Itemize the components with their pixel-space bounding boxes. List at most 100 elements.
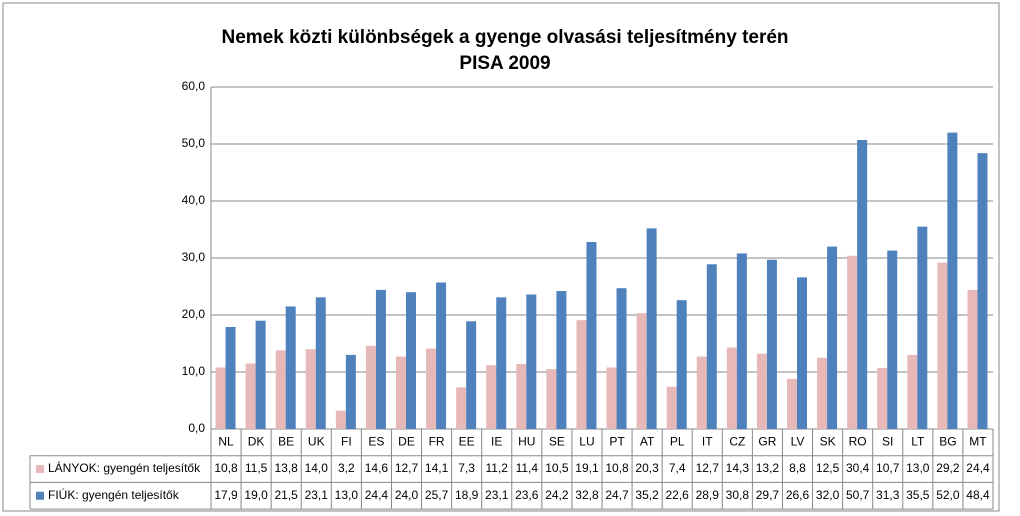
bar bbox=[887, 250, 898, 429]
table-value: 26,6 bbox=[786, 488, 810, 502]
y-tick-label: 10,0 bbox=[182, 364, 206, 378]
table-value: 23,1 bbox=[485, 488, 509, 502]
table-value: 12,7 bbox=[395, 461, 419, 475]
bar bbox=[616, 288, 627, 429]
table-value: 10,8 bbox=[214, 461, 238, 475]
table-value: 18,9 bbox=[455, 488, 479, 502]
bar bbox=[215, 367, 226, 429]
bar bbox=[676, 300, 687, 429]
bar bbox=[365, 345, 376, 429]
bar bbox=[285, 306, 296, 429]
x-tick-label: LT bbox=[911, 435, 925, 449]
x-tick-label: GR bbox=[758, 435, 776, 449]
x-tick-label: FR bbox=[429, 435, 445, 449]
legend-key bbox=[36, 491, 44, 500]
y-tick-label: 40,0 bbox=[182, 193, 206, 207]
bar bbox=[977, 153, 988, 429]
table-value: 17,9 bbox=[214, 488, 238, 502]
bar bbox=[756, 353, 767, 429]
bar bbox=[696, 356, 707, 429]
bar bbox=[907, 354, 918, 429]
bar bbox=[787, 378, 797, 429]
bar bbox=[406, 292, 416, 429]
bar bbox=[586, 242, 597, 429]
x-tick-label: CZ bbox=[729, 435, 745, 449]
legend-label: FIÚK: gyengén teljesítők bbox=[48, 487, 180, 502]
x-tick-label: LU bbox=[579, 435, 594, 449]
x-tick-label: SI bbox=[882, 435, 893, 449]
table-value: 11,5 bbox=[245, 461, 268, 475]
x-tick-label: AT bbox=[640, 435, 655, 449]
table-value: 52,0 bbox=[936, 488, 960, 502]
x-tick-label: UK bbox=[308, 435, 325, 449]
x-tick-label: LV bbox=[791, 435, 805, 449]
x-tick-label: EE bbox=[459, 435, 475, 449]
table-value: 31,3 bbox=[876, 488, 900, 502]
bar bbox=[857, 140, 868, 429]
table-value: 32,0 bbox=[816, 488, 840, 502]
bar bbox=[245, 363, 256, 429]
bar bbox=[526, 294, 537, 429]
bar bbox=[546, 369, 557, 429]
table-value: 21,5 bbox=[275, 488, 299, 502]
table-value: 23,6 bbox=[515, 488, 539, 502]
table-value: 14,0 bbox=[305, 461, 329, 475]
table-value: 24,0 bbox=[395, 488, 419, 502]
table-value: 32,8 bbox=[575, 488, 599, 502]
table-value: 13,2 bbox=[756, 461, 780, 475]
bar bbox=[456, 387, 467, 429]
table-value: 35,2 bbox=[635, 488, 659, 502]
bar bbox=[255, 320, 266, 429]
table-value: 11,4 bbox=[516, 461, 539, 475]
chart-subtitle: PISA 2009 bbox=[459, 53, 550, 74]
x-tick-label: DE bbox=[398, 435, 415, 449]
bar bbox=[436, 282, 447, 429]
table-value: 13,0 bbox=[906, 461, 930, 475]
table-value: 11,2 bbox=[485, 461, 508, 475]
bar bbox=[827, 246, 838, 429]
bar bbox=[516, 364, 527, 429]
table-value: 7,4 bbox=[669, 461, 686, 475]
bar bbox=[576, 320, 587, 429]
x-tick-label: MT bbox=[969, 435, 987, 449]
bar bbox=[736, 253, 747, 429]
bar bbox=[636, 313, 647, 429]
y-tick-label: 0,0 bbox=[188, 421, 205, 435]
table-value: 35,5 bbox=[906, 488, 930, 502]
bar bbox=[375, 289, 386, 429]
bar bbox=[937, 262, 948, 429]
x-tick-label: IT bbox=[702, 435, 713, 449]
bar bbox=[606, 367, 617, 429]
x-tick-label: NL bbox=[218, 435, 234, 449]
x-tick-label: PL bbox=[670, 435, 685, 449]
bar bbox=[496, 297, 507, 429]
table-value: 10,7 bbox=[876, 461, 900, 475]
y-tick-label: 20,0 bbox=[182, 307, 206, 321]
table-value: 19,1 bbox=[575, 461, 599, 475]
table-value: 30,4 bbox=[846, 461, 870, 475]
table-value: 10,5 bbox=[545, 461, 569, 475]
bar bbox=[275, 350, 286, 429]
table-value: 14,1 bbox=[425, 461, 449, 475]
bar bbox=[847, 255, 858, 429]
y-tick-label: 30,0 bbox=[182, 250, 206, 264]
bar bbox=[466, 321, 477, 429]
x-tick-label: SK bbox=[820, 435, 836, 449]
legend-key bbox=[36, 465, 44, 474]
bar bbox=[877, 368, 888, 429]
table-value: 3,2 bbox=[338, 461, 355, 475]
bar bbox=[305, 349, 316, 429]
table-value: 48,4 bbox=[966, 488, 990, 502]
x-tick-label: SE bbox=[549, 435, 565, 449]
table-value: 30,8 bbox=[726, 488, 750, 502]
table-value: 24,7 bbox=[605, 488, 629, 502]
table-value: 14,3 bbox=[726, 461, 750, 475]
bar bbox=[967, 289, 978, 429]
legend-label: LÁNYOK: gyengén teljesítők bbox=[48, 460, 201, 475]
table-value: 7,3 bbox=[458, 461, 475, 475]
bar bbox=[315, 297, 326, 429]
table-value: 10,8 bbox=[605, 461, 629, 475]
table-value: 50,7 bbox=[846, 488, 870, 502]
x-tick-label: DK bbox=[248, 435, 265, 449]
